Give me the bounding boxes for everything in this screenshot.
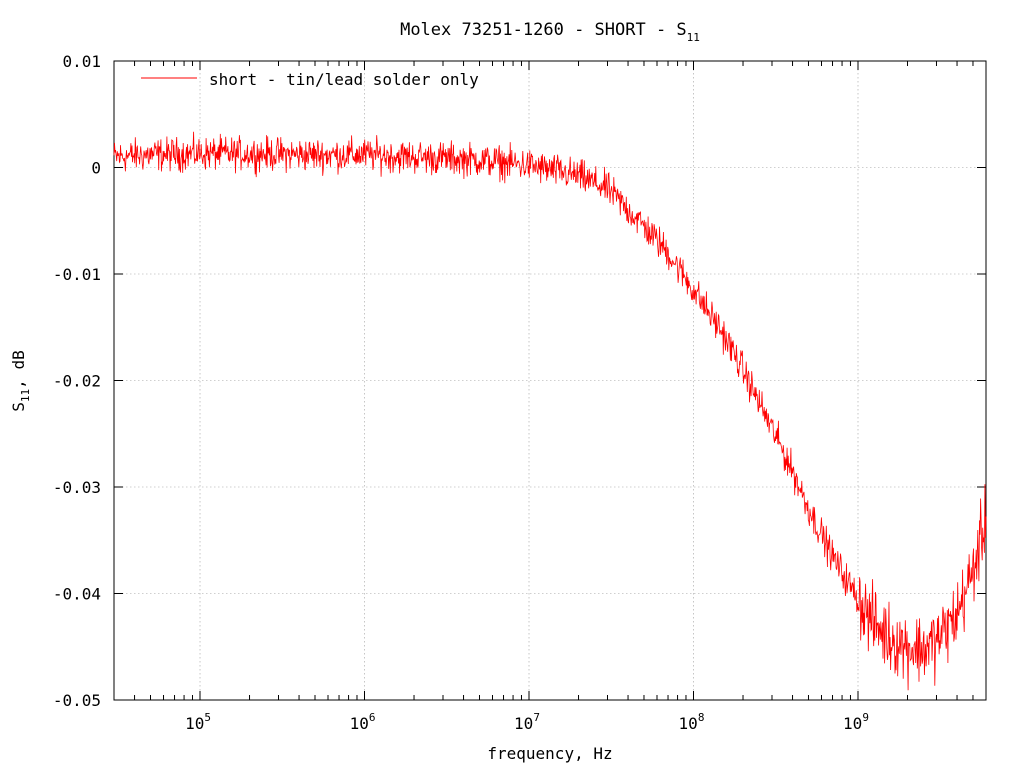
y-axis-label-unit: , dB [9, 350, 28, 389]
y-tick-label: 0.01 [62, 52, 101, 71]
y-tick-labels: 0.01 0 -0.01 -0.02 -0.03 -0.04 -0.05 [53, 52, 101, 710]
chart-title-subscript: 11 [687, 31, 700, 44]
y-tick-label: -0.02 [53, 372, 101, 391]
chart-title-main: Molex 73251-1260 - SHORT - S [400, 20, 687, 40]
x-tick-label: 106 [350, 711, 376, 733]
chart-title: Molex 73251-1260 - SHORT - S11 [400, 20, 700, 44]
y-tick-label: -0.03 [53, 478, 101, 497]
x-tick-label: 108 [679, 711, 705, 733]
legend-label: short - tin/lead solder only [209, 70, 479, 89]
x-tick-labels: 105 106 107 108 109 [185, 711, 869, 733]
legend: short - tin/lead solder only [141, 70, 479, 89]
grid-lines [114, 61, 986, 700]
x-tick-label: 105 [185, 711, 211, 733]
y-tick-label: -0.01 [53, 265, 101, 284]
y-axis-label-main: S [9, 402, 28, 412]
x-axis-label: frequency, Hz [487, 744, 612, 763]
y-tick-label: -0.05 [53, 691, 101, 710]
x-tick-label: 107 [514, 711, 540, 733]
series-line-short-tin-lead [113, 131, 987, 691]
y-axis-label: S11, dB [9, 350, 32, 411]
y-tick-label: 0 [91, 159, 101, 178]
y-tick-label: -0.04 [53, 585, 101, 604]
axis-ticks [114, 60, 986, 701]
y-axis-label-subscript: 11 [19, 389, 32, 402]
x-tick-label: 109 [843, 711, 869, 733]
